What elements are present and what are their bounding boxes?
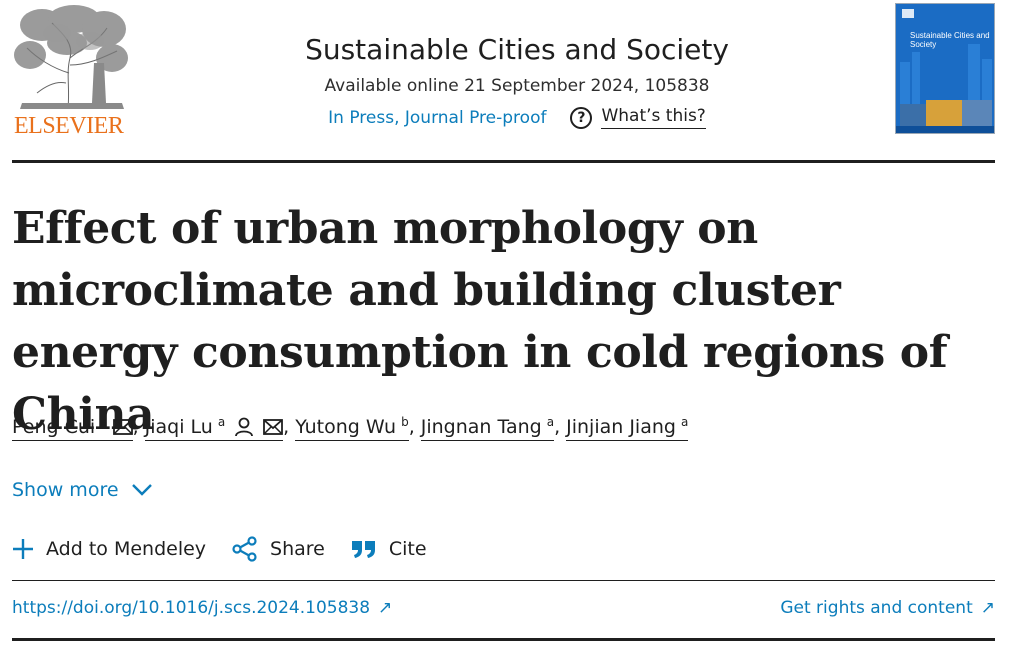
plus-icon (13, 539, 33, 559)
elsevier-logo[interactable]: ELSEVIER (12, 3, 132, 139)
author-separator: , (408, 416, 415, 438)
question-mark-icon[interactable]: ? (570, 106, 593, 129)
bottom-divider (12, 638, 995, 641)
author-link[interactable]: Jinjian Jiang a (566, 415, 689, 441)
author-name: Jiaqi Lu (144, 416, 213, 438)
add-to-mendeley-button[interactable]: Add to Mendeley (12, 538, 206, 560)
email-icon (112, 419, 133, 435)
elsevier-tree-icon (14, 5, 128, 109)
person-icon (235, 417, 254, 437)
author-separator: , (132, 416, 139, 438)
quote-icon (351, 541, 375, 558)
chevron-down-icon (131, 484, 152, 496)
cover-art-icon (896, 4, 994, 133)
author-affiliation: b (401, 415, 409, 429)
external-link-icon: ↗ (378, 598, 393, 618)
add-to-mendeley-label: Add to Mendeley (46, 538, 207, 560)
author-name: Peng Cui (12, 416, 96, 438)
author-separator: , (554, 416, 561, 438)
header-divider (12, 160, 995, 163)
author-separator: , (283, 416, 290, 438)
get-rights-link[interactable]: Get rights and content ↗ (780, 598, 995, 618)
author-name: Yutong Wu (295, 416, 397, 438)
author-list: Peng Cui a , Jiaqi Lu a , Yutong Wu b , … (12, 415, 995, 441)
doi-link[interactable]: https://doi.org/10.1016/j.scs.2024.10583… (12, 598, 392, 618)
show-more-button[interactable]: Show more (12, 479, 153, 501)
journal-title-link[interactable]: Sustainable Cities and Society (305, 33, 729, 66)
doi-text: https://doi.org/10.1016/j.scs.2024.10583… (12, 598, 371, 618)
author-link[interactable]: Jingnan Tang a (420, 415, 555, 441)
author-affiliation: a (100, 415, 108, 429)
article-actions: Add to Mendeley Share Cite (12, 536, 453, 562)
share-icon (232, 536, 257, 562)
author-affiliation: a (217, 415, 226, 429)
actions-divider (12, 580, 995, 581)
elsevier-wordmark: ELSEVIER (14, 113, 124, 139)
links-row: https://doi.org/10.1016/j.scs.2024.10583… (12, 598, 995, 618)
issue-info: Available online 21 September 2024, 1058… (324, 76, 710, 96)
author-link[interactable]: Peng Cui a (12, 415, 133, 441)
article-header: ELSEVIER Sustainable Cities and Society … (12, 0, 995, 161)
author-name: Jingnan Tang (420, 416, 542, 438)
cover-title: Sustainable Cities and Society (910, 31, 990, 49)
author-link[interactable]: Jiaqi Lu a (144, 415, 284, 441)
article-title: Effect of urban morphology on microclima… (12, 203, 948, 440)
cite-button[interactable]: Cite (351, 538, 427, 560)
get-rights-text: Get rights and content (780, 598, 973, 618)
journal-info: Sustainable Cities and Society Available… (267, 30, 767, 129)
cite-label: Cite (388, 538, 427, 560)
author-link[interactable]: Yutong Wu b (295, 415, 409, 441)
author-name: Jinjian Jiang (566, 416, 676, 438)
journal-cover-image[interactable]: Sustainable Cities and Society (895, 3, 995, 134)
external-link-icon: ↗ (980, 598, 995, 618)
share-button[interactable]: Share (232, 536, 325, 562)
status-row: In Press, Journal Pre-proof ? What’s thi… (267, 106, 767, 129)
email-icon (263, 419, 284, 435)
share-label: Share (270, 538, 325, 560)
author-affiliation: a (546, 415, 555, 429)
show-more-label: Show more (12, 479, 119, 501)
author-affiliation: a (680, 415, 689, 429)
in-press-link[interactable]: In Press, Journal Pre-proof (328, 107, 547, 128)
whats-this-link[interactable]: What’s this? (601, 106, 706, 129)
